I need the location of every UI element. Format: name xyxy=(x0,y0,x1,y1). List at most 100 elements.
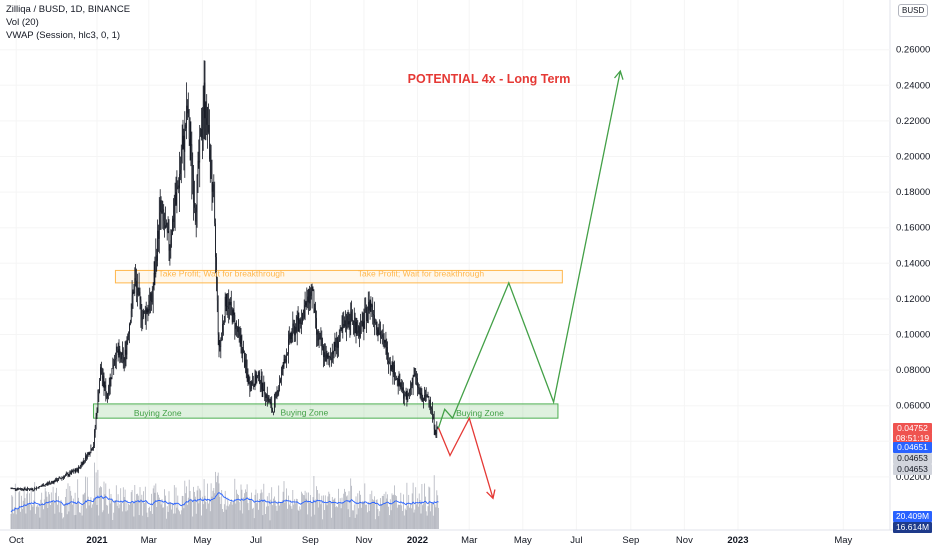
volume-bar xyxy=(405,510,407,529)
volume-bar xyxy=(399,504,401,529)
candle-body xyxy=(187,105,188,114)
volume-bar xyxy=(325,503,327,529)
candle-body xyxy=(65,474,67,475)
volume-bar xyxy=(322,519,323,529)
volume-bar xyxy=(161,499,163,529)
candle-body xyxy=(267,397,269,401)
volume-bar xyxy=(280,502,281,529)
volume-bar xyxy=(180,510,182,529)
volume-bar xyxy=(230,499,232,529)
candle-body xyxy=(163,209,165,221)
candle-body xyxy=(296,326,297,332)
vwap-indicator-label[interactable]: VWAP (Session, hlc3, 0, 1) xyxy=(6,30,121,41)
candle-body xyxy=(227,307,229,309)
volume-bar xyxy=(414,509,416,529)
volume-bar xyxy=(87,496,89,529)
candle-body xyxy=(208,125,209,133)
candle-body xyxy=(23,488,25,490)
volume-bar xyxy=(50,492,52,529)
volume-bar xyxy=(295,503,296,529)
volume-bar xyxy=(243,497,244,529)
candle-body xyxy=(399,379,401,388)
candle-body xyxy=(77,468,78,472)
volume-bar xyxy=(69,486,71,529)
volume-bar xyxy=(247,503,249,529)
candle-body xyxy=(91,448,93,451)
candle-body xyxy=(22,488,23,490)
candle-body xyxy=(418,387,420,390)
volume-bar xyxy=(406,482,408,529)
volume-bar xyxy=(112,520,114,529)
volume-bar xyxy=(106,504,108,529)
volume-bar xyxy=(255,489,257,529)
candle-body xyxy=(51,481,53,483)
candle-body xyxy=(87,453,88,459)
volume-bar xyxy=(227,497,229,529)
volume-bar xyxy=(137,493,138,529)
candle-body xyxy=(104,385,106,388)
volume-bar xyxy=(158,494,159,529)
volume-bar xyxy=(71,495,72,529)
volume-bar xyxy=(238,502,240,529)
candle-body xyxy=(253,385,255,387)
volume-bar xyxy=(268,492,270,529)
candle-body xyxy=(228,301,229,309)
candle-body xyxy=(46,483,48,485)
candle-body xyxy=(58,477,60,479)
volume-bar xyxy=(102,510,104,529)
price-tick-label: 0.26000 xyxy=(896,45,930,56)
volume-bar xyxy=(330,501,331,529)
candle-body xyxy=(43,485,44,487)
volume-bar xyxy=(156,507,158,529)
volume-bar xyxy=(394,485,395,529)
volume-bar xyxy=(206,508,208,529)
candle-body xyxy=(22,489,24,491)
candle-body xyxy=(398,379,400,386)
volume-bar xyxy=(34,482,36,529)
candle-body xyxy=(271,403,273,411)
candle-body xyxy=(157,230,158,261)
volume-bar xyxy=(101,487,102,529)
volume-bar xyxy=(350,478,352,529)
candle-body xyxy=(302,313,303,323)
candle-body xyxy=(328,355,330,358)
candle-body xyxy=(263,383,265,392)
candle-body xyxy=(324,352,325,358)
candle-body xyxy=(258,372,259,376)
candle-body xyxy=(158,230,159,239)
candle-body xyxy=(335,346,337,348)
volume-bar xyxy=(431,502,432,529)
volume-bar xyxy=(165,495,166,529)
candle-body xyxy=(212,184,214,192)
candle-body xyxy=(277,390,279,394)
volume-indicator-label[interactable]: Vol (20) xyxy=(6,17,39,28)
volume-bar xyxy=(111,498,113,529)
volume-bar xyxy=(331,497,333,529)
candle-body xyxy=(209,125,210,159)
candle-body xyxy=(336,337,337,348)
volume-bar xyxy=(288,495,289,529)
volume-bar xyxy=(403,515,405,529)
volume-bar xyxy=(391,493,393,529)
volume-bar xyxy=(329,493,331,529)
candle-body xyxy=(306,296,308,303)
currency-button[interactable]: BUSD xyxy=(898,4,929,17)
volume-bar xyxy=(281,500,283,529)
volume-bar xyxy=(297,509,299,529)
volume-bar xyxy=(37,507,39,529)
candle-body xyxy=(28,488,29,489)
symbol-title[interactable]: Zilliqa / BUSD, 1D, BINANCE xyxy=(6,4,131,15)
candle-body xyxy=(69,472,71,475)
candle-body xyxy=(12,488,14,489)
volume-bar xyxy=(190,498,192,529)
candle-body xyxy=(134,278,136,293)
volume-bar xyxy=(237,493,238,529)
candle-body xyxy=(241,344,243,355)
volume-bar xyxy=(395,495,396,529)
candle-body xyxy=(431,407,432,409)
volume-bar xyxy=(319,500,321,529)
candle-body xyxy=(368,302,370,311)
volume-bar xyxy=(146,512,148,529)
volume-bar xyxy=(417,506,419,529)
